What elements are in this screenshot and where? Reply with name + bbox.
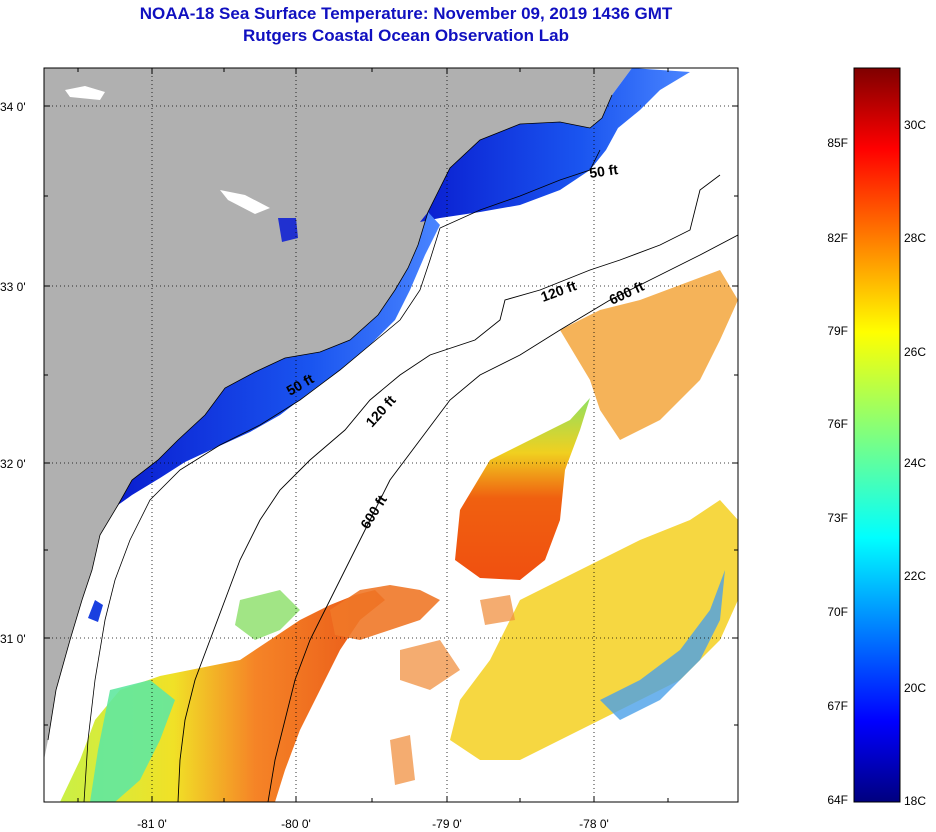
colorbar-fahrenheit-label: 70F xyxy=(827,605,848,619)
map-title: NOAA-18 Sea Surface Temperature: Novembe… xyxy=(139,4,673,23)
lon-label: -78 0' xyxy=(579,817,609,831)
cool-patch-southwest xyxy=(90,680,175,802)
colorbar-celsius-label: 30C xyxy=(904,118,926,132)
axis-ticks xyxy=(44,68,738,802)
colorbar-celsius-label: 28C xyxy=(904,231,926,245)
green-patch xyxy=(235,590,300,640)
inland-lake xyxy=(65,86,105,100)
lon-label: -79 0' xyxy=(432,817,462,831)
scattered-warm-patches xyxy=(390,595,515,785)
inland-lake xyxy=(278,218,298,242)
colorbar-celsius-label: 20C xyxy=(904,681,926,695)
colorbar-fahrenheit-label: 64F xyxy=(827,793,848,807)
contour-50ft xyxy=(83,149,601,802)
temperature-colorbar xyxy=(853,67,901,803)
colorbar-fahrenheit-label: 85F xyxy=(827,136,848,150)
lat-label: 31 0' xyxy=(0,632,26,646)
colorbar-fahrenheit-label: 67F xyxy=(827,699,848,713)
map-frame xyxy=(43,67,739,803)
lon-label: -80 0' xyxy=(281,817,311,831)
map-subtitle: Rutgers Coastal Ocean Observation Lab xyxy=(243,26,569,45)
nearshore-patch xyxy=(88,600,103,622)
colorbar-celsius-label: 18C xyxy=(904,794,926,808)
land-mass xyxy=(44,68,632,760)
colorbar-fahrenheit-label: 82F xyxy=(827,231,848,245)
nearshore-cool-water xyxy=(420,68,690,222)
inland-lake xyxy=(220,190,270,214)
lon-label: -81 0' xyxy=(137,817,167,831)
scattered-warm-east xyxy=(450,500,738,760)
scattered-blue-east xyxy=(600,570,725,720)
lat-label: 33 0' xyxy=(0,280,26,294)
contour-600ft xyxy=(267,234,738,802)
warm-patch-mid xyxy=(330,585,440,640)
contour-120ft xyxy=(177,174,721,802)
nearshore-cool-water-south xyxy=(118,212,440,505)
scattered-orange-east xyxy=(560,270,738,440)
lat-label: 34 0' xyxy=(0,100,26,114)
colorbar-fahrenheit-label: 79F xyxy=(827,324,848,338)
warm-filament xyxy=(455,398,590,580)
contour-label: 50 ft xyxy=(588,161,619,181)
colorbar-celsius-label: 26C xyxy=(904,345,926,359)
coastline xyxy=(47,94,613,741)
lat-label: 32 0' xyxy=(0,457,26,471)
colorbar-fahrenheit-label: 73F xyxy=(827,511,848,525)
colorbar-fahrenheit-label: 76F xyxy=(827,417,848,431)
map-area xyxy=(44,68,738,802)
colorbar-celsius-label: 24C xyxy=(904,456,926,470)
colorbar-celsius-label: 22C xyxy=(904,569,926,583)
